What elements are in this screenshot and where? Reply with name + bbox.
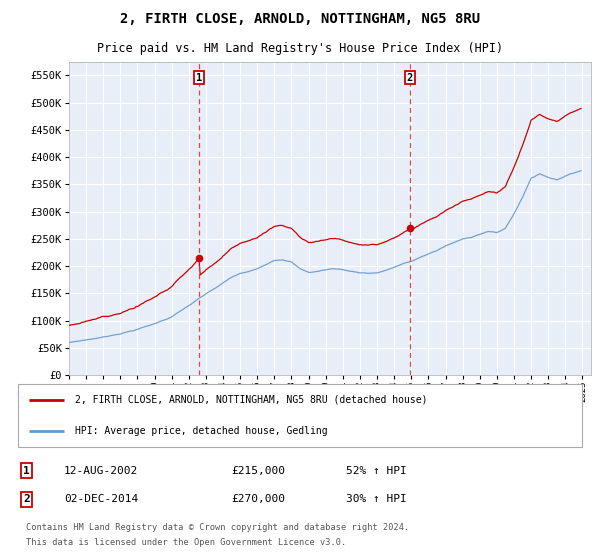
Text: 1: 1 [23,466,30,476]
Text: 12-AUG-2002: 12-AUG-2002 [64,466,138,476]
Text: £270,000: £270,000 [231,494,285,505]
Text: 2, FIRTH CLOSE, ARNOLD, NOTTINGHAM, NG5 8RU: 2, FIRTH CLOSE, ARNOLD, NOTTINGHAM, NG5 … [120,12,480,26]
Text: Price paid vs. HM Land Registry's House Price Index (HPI): Price paid vs. HM Land Registry's House … [97,43,503,55]
Text: 02-DEC-2014: 02-DEC-2014 [64,494,138,505]
FancyBboxPatch shape [18,384,582,447]
Text: 52% ↑ HPI: 52% ↑ HPI [346,466,407,476]
Text: 1: 1 [196,73,203,82]
Text: HPI: Average price, detached house, Gedling: HPI: Average price, detached house, Gedl… [76,426,328,436]
Text: 30% ↑ HPI: 30% ↑ HPI [346,494,407,505]
Text: 2, FIRTH CLOSE, ARNOLD, NOTTINGHAM, NG5 8RU (detached house): 2, FIRTH CLOSE, ARNOLD, NOTTINGHAM, NG5 … [76,395,428,405]
Text: 2: 2 [407,73,413,82]
Text: 2: 2 [23,494,30,505]
Text: This data is licensed under the Open Government Licence v3.0.: This data is licensed under the Open Gov… [26,538,347,547]
Text: £215,000: £215,000 [231,466,285,476]
Point [194,254,204,263]
Text: Contains HM Land Registry data © Crown copyright and database right 2024.: Contains HM Land Registry data © Crown c… [26,524,410,533]
Point [405,223,415,232]
